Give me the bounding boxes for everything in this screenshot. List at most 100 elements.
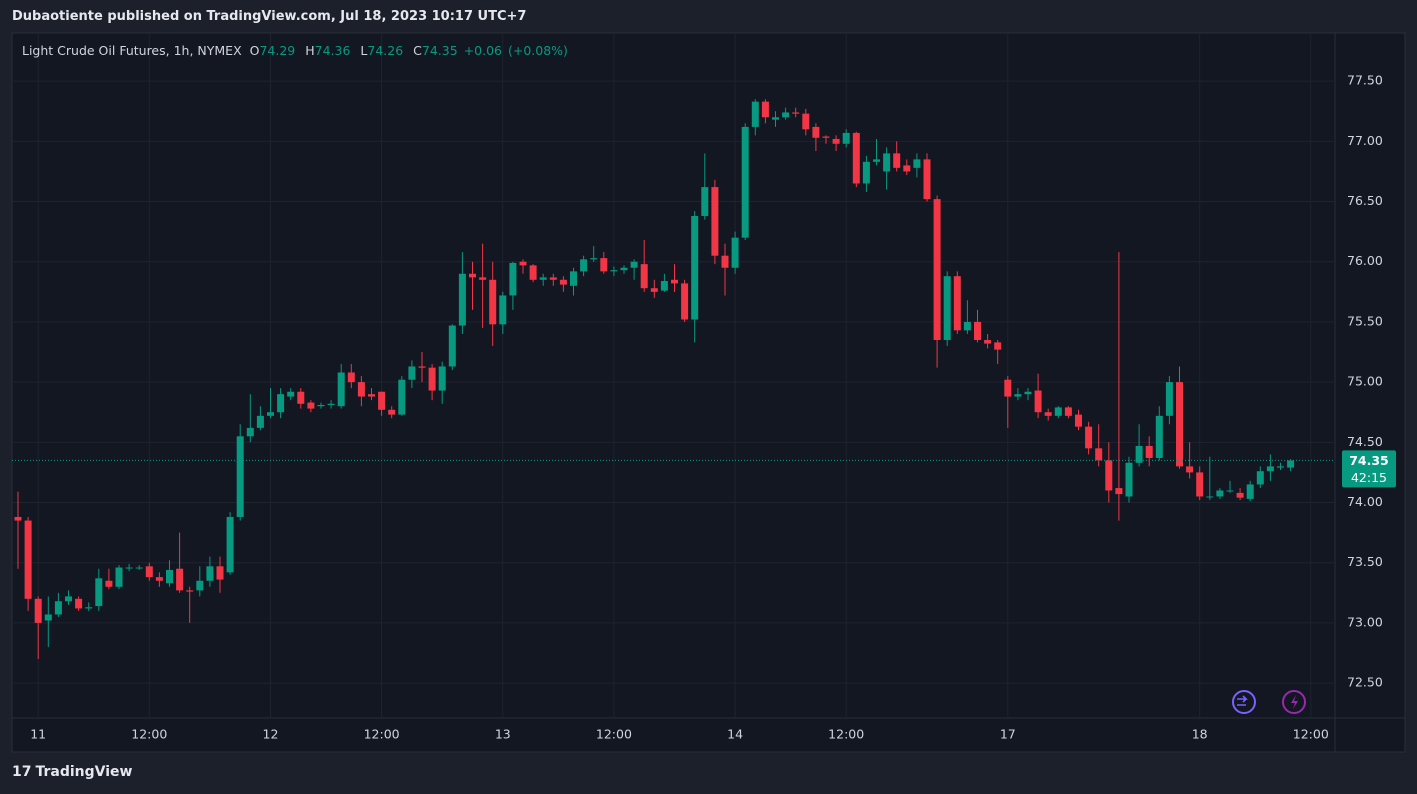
candle-body: [1216, 490, 1224, 497]
candle-body: [368, 394, 375, 397]
candle-body: [963, 321, 971, 331]
candle-body: [1145, 445, 1153, 458]
x-tick-label: 18: [1192, 727, 1208, 742]
candle-body: [1054, 407, 1062, 416]
candle-body: [650, 288, 658, 292]
replay-icon[interactable]: [1232, 690, 1256, 714]
candle-body: [458, 273, 466, 326]
candle-body: [1206, 496, 1214, 498]
candle-body: [347, 372, 355, 383]
candle-body: [822, 136, 830, 138]
candle-body: [751, 101, 759, 127]
candle-body: [438, 366, 446, 391]
candles: 74.35 42:15: [12, 99, 1396, 660]
lightning-icon[interactable]: [1282, 690, 1306, 714]
candle-body: [166, 569, 173, 584]
candle-body: [519, 261, 527, 266]
candle-body: [772, 117, 779, 120]
y-tick-label: 74.00: [1347, 494, 1383, 509]
ohlc-value: 74.26: [367, 43, 404, 58]
change: +0.06: [463, 43, 502, 58]
candle-body: [893, 153, 901, 168]
brand-name: TradingView: [35, 764, 133, 780]
candle-body: [357, 382, 365, 397]
candle-body: [539, 277, 547, 280]
candle-body: [277, 394, 285, 413]
candle-body: [1256, 471, 1264, 485]
candle-body: [398, 379, 406, 415]
candle-body: [1277, 466, 1284, 468]
candle-body: [206, 566, 214, 581]
candle-body: [984, 339, 992, 344]
ohlc-value: 74.29: [259, 43, 296, 58]
candle-body: [216, 566, 224, 580]
candle-body: [1135, 445, 1143, 463]
candle-body: [34, 598, 42, 623]
ohlc-key: C: [413, 43, 422, 58]
last-price-label: 74.35: [1349, 453, 1389, 468]
candle-body: [812, 126, 820, 138]
candle-body: [610, 270, 618, 272]
candle-body: [509, 262, 517, 296]
candle-body: [1186, 466, 1194, 473]
candle-body: [600, 258, 608, 272]
candle-body: [933, 199, 941, 340]
candle-body: [105, 580, 113, 587]
candle-body: [873, 159, 880, 162]
legend: Light Crude Oil Futures, 1h, NYMEX O74.2…: [22, 43, 574, 58]
candle-body: [85, 607, 93, 609]
candle-body: [155, 577, 163, 581]
candle-body: [640, 264, 648, 289]
candle-body: [226, 516, 234, 573]
candle-body: [125, 567, 133, 569]
candle-body: [590, 258, 598, 260]
candle-body: [378, 391, 386, 410]
candle-body: [1155, 415, 1163, 458]
candle-body: [1085, 426, 1093, 449]
x-tick-label: 14: [727, 727, 743, 742]
candle-body: [671, 279, 678, 284]
change-pct: (+0.08%): [508, 43, 568, 58]
y-tick-label: 74.50: [1347, 434, 1383, 449]
candle-body: [741, 126, 749, 238]
candle-body: [1075, 414, 1082, 427]
ohlc-value: 74.35: [421, 43, 458, 58]
candle-body: [256, 415, 264, 428]
x-tick-label: 12:00: [828, 727, 864, 742]
candle-body: [14, 516, 22, 521]
candle-body: [711, 187, 719, 256]
candle-body: [327, 403, 335, 405]
candle-body: [1176, 382, 1183, 467]
candle-body: [701, 187, 709, 216]
y-tick-label: 73.00: [1347, 614, 1383, 629]
candle-body: [903, 165, 911, 172]
candle-body: [761, 101, 769, 118]
candle-body: [75, 598, 83, 609]
candle-body: [176, 568, 184, 591]
y-tick-label: 72.50: [1347, 675, 1383, 690]
candle-body: [388, 409, 396, 415]
replay-icon-glyph: [1237, 695, 1248, 706]
candle-body: [1165, 382, 1173, 416]
candle-body: [570, 271, 577, 286]
y-tick-label: 76.00: [1347, 253, 1383, 268]
candle-body: [630, 261, 638, 268]
ohlc-value: 74.36: [314, 43, 351, 58]
candle-body: [862, 161, 870, 184]
y-tick-label: 77.50: [1347, 73, 1383, 88]
candle-body: [549, 277, 557, 280]
candle-body: [852, 132, 860, 184]
candle-body: [65, 596, 72, 602]
y-tick-label: 75.00: [1347, 374, 1383, 389]
candle-body: [731, 237, 739, 268]
candle-body: [307, 402, 315, 409]
y-tick-label: 75.50: [1347, 313, 1383, 328]
candle-body: [974, 321, 981, 340]
candle-body: [418, 366, 426, 368]
candle-body: [317, 404, 325, 407]
candle-body: [246, 427, 254, 437]
lightning-icon-glyph: [1291, 695, 1298, 709]
candle-body: [1095, 448, 1103, 461]
x-tick-label: 17: [1000, 727, 1016, 742]
candle-body: [1196, 472, 1204, 497]
